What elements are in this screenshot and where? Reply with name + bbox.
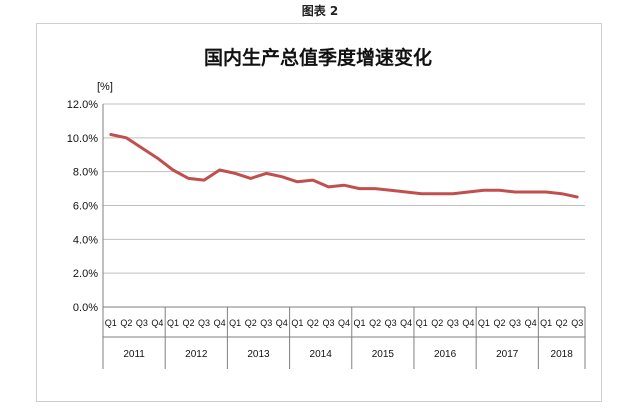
year-label: 2014: [310, 349, 333, 360]
x-tick-label: Q4: [525, 318, 537, 328]
data-point: [218, 169, 220, 171]
x-tick-label: Q1: [105, 318, 117, 328]
axes: [102, 104, 586, 369]
x-tick-label: Q1: [416, 318, 428, 328]
data-point: [187, 177, 189, 179]
data-point: [436, 192, 438, 194]
data-point: [234, 172, 236, 174]
x-tick-label: Q1: [354, 318, 366, 328]
data-point: [312, 179, 314, 181]
data-point: [281, 176, 283, 178]
data-point: [421, 192, 423, 194]
y-tick-label: 10.0%: [67, 133, 98, 145]
data-point: [576, 196, 578, 198]
year-label: 2011: [123, 349, 145, 360]
data-point: [327, 186, 329, 188]
figure-caption: 图表 2: [301, 4, 339, 18]
x-tick-label: Q2: [245, 318, 257, 328]
year-labels: 2011 2012 2013 2014 2015 2016 2017 2018: [123, 349, 573, 360]
year-label: 2018: [551, 349, 574, 360]
y-tick-label: 12.0%: [67, 99, 98, 111]
line-chart: 国内生产总值季度增速变化 [%] 0.0% 2.0% 4.0% 6.0% 8.0% 10.…: [67, 46, 586, 369]
grid-lines: [103, 103, 585, 274]
x-tick-label: Q3: [136, 318, 148, 328]
x-tick-label: Q1: [167, 318, 179, 328]
year-label: 2015: [372, 349, 395, 360]
data-point: [483, 189, 485, 191]
x-tick-label: Q4: [462, 318, 474, 328]
x-tick-label: Q2: [493, 318, 505, 328]
data-point: [141, 147, 143, 149]
data-point: [172, 169, 174, 171]
x-tick-label: Q2: [183, 318, 195, 328]
data-point: [296, 181, 298, 183]
series-line: [109, 133, 579, 199]
year-label: 2016: [434, 349, 457, 360]
y-tick-label: 4.0%: [73, 234, 98, 246]
data-point: [467, 191, 469, 193]
chart-frame: 国内生产总值季度增速变化 [%] 0.0% 2.0% 4.0% 6.0% 8.0% 10.…: [36, 23, 602, 402]
x-tick-label: Q3: [260, 318, 272, 328]
data-point: [405, 191, 407, 193]
x-tick-label: Q2: [307, 318, 319, 328]
x-tick-label: Q3: [447, 318, 459, 328]
x-tick-label: Q1: [540, 318, 552, 328]
x-tick-label: Q3: [198, 318, 210, 328]
x-tick-label: Q3: [322, 318, 334, 328]
y-axis-unit-label: [%]: [97, 81, 113, 93]
y-tick-labels: 0.0% 2.0% 4.0% 6.0% 8.0% 10.0% 12.0%: [67, 99, 98, 314]
data-point: [560, 192, 562, 194]
x-tick-label: Q4: [338, 318, 350, 328]
data-point: [374, 187, 376, 189]
x-tick-label: Q2: [431, 318, 443, 328]
x-tick-label: Q1: [229, 318, 241, 328]
x-tick-label: Q4: [151, 318, 163, 328]
data-point: [250, 177, 252, 179]
chart-title: 国内生产总值季度增速变化: [204, 46, 432, 69]
data-point: [452, 192, 454, 194]
year-label: 2017: [496, 349, 519, 360]
series-gdp-growth: [109, 133, 579, 199]
x-tick-label: Q4: [276, 318, 288, 328]
x-tick-label: Q4: [400, 318, 412, 328]
x-tick-labels: Q1 Q2 Q3 Q4 Q1 Q2 Q3 Q4 Q1 Q2 Q3 Q4 Q1 Q2 Q3 Q4 Q1 Q2 Q3 Q4…: [105, 318, 583, 328]
data-point: [514, 191, 516, 193]
x-tick-label: Q1: [478, 318, 490, 328]
x-tick-label: Q4: [214, 318, 226, 328]
data-point: [265, 172, 267, 174]
data-point: [203, 179, 205, 181]
y-tick-label: 2.0%: [73, 268, 98, 280]
y-tick-label: 0.0%: [73, 302, 98, 314]
x-tick-label: Q1: [291, 318, 303, 328]
data-point: [545, 191, 547, 193]
data-point: [343, 184, 345, 186]
x-tick-label: Q3: [571, 318, 583, 328]
data-point: [125, 137, 127, 139]
data-point: [529, 191, 531, 193]
y-tick-label: 6.0%: [73, 201, 98, 213]
x-tick-label: Q3: [509, 318, 521, 328]
year-label: 2013: [247, 349, 270, 360]
x-tick-label: Q2: [120, 318, 132, 328]
data-point: [156, 157, 158, 159]
y-tick-label: 8.0%: [73, 167, 98, 179]
x-tick-label: Q2: [369, 318, 381, 328]
year-label: 2012: [185, 349, 208, 360]
x-tick-label: Q2: [556, 318, 568, 328]
data-point: [358, 187, 360, 189]
data-point: [110, 133, 112, 135]
x-tick-label: Q3: [385, 318, 397, 328]
data-point: [498, 189, 500, 191]
data-point: [389, 189, 391, 191]
